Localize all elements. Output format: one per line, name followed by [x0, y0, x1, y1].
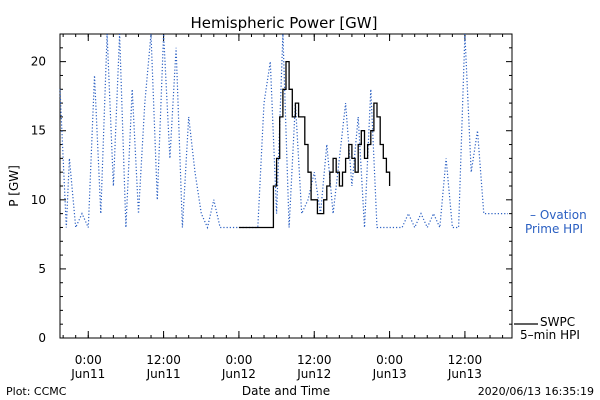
y-tick-label: 10: [31, 193, 46, 207]
legend-ovation-line1: – Ovation: [530, 208, 587, 222]
x-tick-date: Jun13: [372, 367, 407, 381]
series-layer: [59, 33, 508, 230]
y-tick-label: 5: [38, 262, 46, 276]
x-axis: 0:00Jun1112:00Jun110:00Jun1212:00Jun120:…: [62, 34, 504, 381]
x-tick-date: Jun11: [146, 367, 181, 381]
footer-plot-credit: Plot: CCMC: [6, 385, 67, 398]
x-tick-time: 0:00: [376, 353, 403, 367]
legend-swpc-line2: 5–min HPI: [520, 328, 580, 342]
x-tick-time: 12:00: [297, 353, 332, 367]
y-tick-label: 15: [31, 124, 46, 138]
series-ovation-line: [59, 33, 508, 230]
x-tick-date: Jun12: [296, 367, 331, 381]
x-axis-label: Date and Time: [242, 384, 330, 398]
y-axis-label: P [GW]: [7, 165, 21, 207]
y-tick-label: 20: [31, 55, 46, 69]
x-tick-date: Jun12: [221, 367, 256, 381]
x-tick-time: 0:00: [225, 353, 252, 367]
series-swpc-line: [238, 60, 391, 229]
x-tick-time: 0:00: [75, 353, 102, 367]
chart-title: Hemispheric Power [GW]: [191, 14, 378, 32]
legend-ovation-line2: Prime HPI: [525, 222, 583, 236]
x-tick-date: Jun11: [70, 367, 105, 381]
x-tick-time: 12:00: [448, 353, 483, 367]
y-axis: 0 5 10 15 20: [31, 47, 512, 345]
y-tick-label: 0: [38, 331, 46, 345]
footer-timestamp: 2020/06/13 16:35:19: [478, 385, 594, 398]
legend-swpc-line1: SWPC: [540, 315, 575, 329]
x-tick-date: Jun13: [447, 367, 482, 381]
x-tick-time: 12:00: [146, 353, 181, 367]
